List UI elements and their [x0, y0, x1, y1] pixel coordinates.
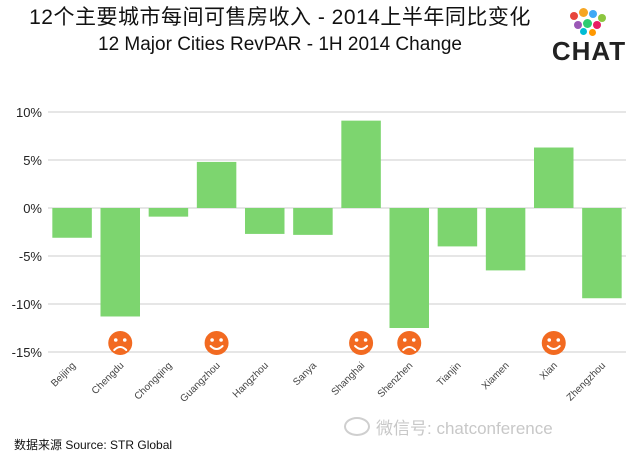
bar-xiamen	[485, 208, 526, 271]
bar-beijing	[52, 208, 92, 238]
y-tick-label: 5%	[23, 153, 42, 168]
bar-shenzhen	[389, 208, 429, 328]
y-tick-label: -5%	[19, 249, 43, 264]
bar-zhengzhou	[582, 208, 622, 299]
x-tick-label: Shanghai	[330, 360, 368, 398]
bar-tianjin	[437, 208, 478, 247]
bar-chengdu	[100, 208, 140, 317]
title-chinese: 12个主要城市每间可售房收入 - 2014上半年同比变化	[29, 6, 531, 29]
bar-guangzhou	[196, 161, 237, 208]
x-tick-label: Tianjin	[435, 360, 463, 388]
bar-chongqing	[148, 208, 189, 217]
wechat-watermark: 微信号: chatconference	[344, 414, 553, 439]
chart-bars	[52, 120, 622, 328]
smiley-face-icon	[204, 331, 229, 355]
bar-shanghai	[341, 120, 381, 208]
logo-text: CHAT	[551, 36, 627, 66]
x-axis-tick-labels: Beijing Chengdu Chongqing Guangzhou Hangzhou…	[49, 360, 608, 405]
x-tick-label: Hangzhou	[231, 360, 271, 400]
y-tick-label: 10%	[16, 105, 42, 120]
chat-logo: CHAT	[550, 8, 628, 66]
title-english: 12 Major Cities RevPAR - 1H 2014 Change	[98, 34, 462, 55]
y-tick-label: -15%	[12, 345, 43, 360]
smiley-face-icon	[349, 331, 374, 355]
bar-hangzhou	[245, 208, 285, 234]
x-tick-label: Zhengzhou	[565, 360, 608, 403]
chart-grid	[48, 111, 626, 353]
smiley-face-icon	[541, 331, 566, 355]
y-tick-label: -10%	[12, 297, 43, 312]
bar-xian	[534, 147, 574, 208]
x-tick-label: Chongqing	[133, 360, 175, 402]
wechat-icon	[344, 417, 370, 436]
y-axis-tick-labels: 10% 5% 0% -5% -10% -15%	[12, 105, 43, 360]
sad-face-icon	[108, 331, 133, 355]
sad-face-icon	[397, 331, 422, 355]
chart-annotations	[108, 331, 566, 355]
x-tick-label: Sanya	[291, 360, 319, 388]
y-tick-label: 0%	[23, 201, 42, 216]
logo-mosaic-icon	[568, 8, 608, 36]
watermark-text: 微信号: chatconference	[376, 419, 553, 438]
source-note: 数据来源 Source: STR Global	[14, 438, 173, 452]
x-tick-label: Guangzhou	[178, 360, 222, 404]
chart-title: 12个主要城市每间可售房收入 - 2014上半年同比变化 12 Major Ci…	[0, 4, 560, 58]
x-tick-label: Xian	[538, 360, 560, 382]
bar-sanya	[293, 208, 333, 235]
x-tick-label: Xiamen	[480, 360, 512, 392]
x-tick-label: Shenzhen	[376, 360, 416, 400]
x-tick-label: Chengdu	[90, 360, 126, 396]
x-tick-label: Beijing	[49, 360, 78, 389]
